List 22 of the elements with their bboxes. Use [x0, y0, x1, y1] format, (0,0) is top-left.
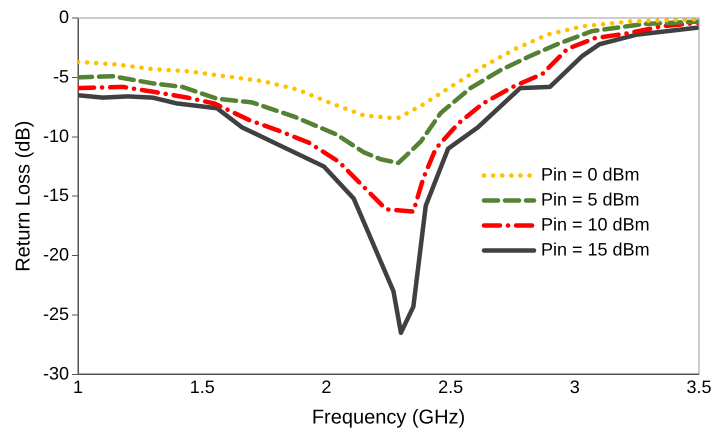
x-tick-label: 2: [321, 377, 332, 398]
x-tick-label: 1: [73, 377, 84, 398]
legend-label: Pin = 5 dBm: [541, 189, 640, 210]
line-series: [78, 18, 699, 120]
y-axis-title: Return Loss (dB): [12, 120, 35, 272]
y-tick-label: 0: [59, 6, 70, 27]
legend-label: Pin = 0 dBm: [541, 164, 640, 184]
x-tick-label: 1.5: [190, 377, 215, 398]
x-tick-label: 2.5: [438, 377, 464, 398]
y-tick-label: -20: [43, 244, 70, 265]
legend-label: Pin = 10 dBm: [541, 214, 650, 234]
line-series: [78, 20, 699, 214]
line-series: [78, 19, 699, 166]
y-tick-label: -5: [53, 66, 70, 86]
y-tick-label: -15: [43, 185, 70, 206]
y-tick-label: -25: [43, 304, 70, 324]
y-tick-label: -10: [43, 126, 70, 146]
y-tick-label: -30: [43, 363, 70, 384]
x-tick-label: 3.5: [686, 377, 712, 398]
x-tick-label: 3: [570, 377, 580, 398]
x-axis-title: Frequency (GHz): [312, 406, 466, 429]
legend-label: Pin = 15 dBm: [541, 239, 650, 260]
